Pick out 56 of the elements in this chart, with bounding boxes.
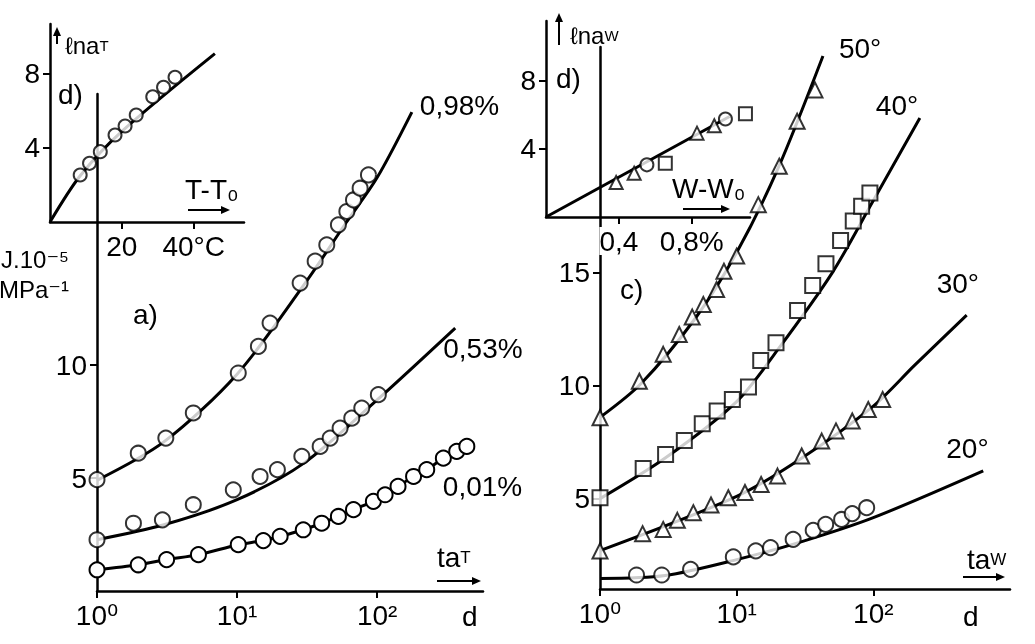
x-tick-label: 40°C xyxy=(162,230,225,262)
annotation: d) xyxy=(556,62,581,94)
series-label: 30° xyxy=(936,267,980,299)
point xyxy=(72,167,88,183)
series-label: 50° xyxy=(838,32,882,64)
x-tick-label: 10⁰ xyxy=(578,597,622,629)
annotation: d) xyxy=(58,78,83,110)
point xyxy=(657,155,673,171)
series-label: 0,98% xyxy=(419,89,500,121)
y-tick-label: 10 xyxy=(558,370,590,402)
y-tick-label: 5 xyxy=(574,483,590,515)
y-tick-label: 4 xyxy=(24,132,40,164)
x-tick-label: 10¹ xyxy=(716,597,757,629)
point xyxy=(706,118,722,134)
point xyxy=(128,107,144,123)
y-tick-label: 8 xyxy=(520,65,536,97)
y-axis-title: J.10⁻⁵ MPa⁻¹ xyxy=(0,245,69,303)
annotation: a) xyxy=(133,298,158,330)
x-axis-title: taW xyxy=(967,543,1007,575)
y-axis-title: ℓnaT xyxy=(65,31,109,59)
x-tick-label: 10² xyxy=(356,599,398,631)
point xyxy=(639,157,655,173)
point xyxy=(626,165,642,181)
point xyxy=(156,79,172,95)
point xyxy=(608,175,624,191)
point xyxy=(82,155,98,171)
x-tick-label: 20 xyxy=(106,230,138,262)
y-tick-label: 5 xyxy=(71,462,87,494)
point xyxy=(107,127,123,143)
y-tick-label: 8 xyxy=(24,58,40,90)
x-tick-label: 0,8% xyxy=(659,225,724,257)
point xyxy=(92,144,108,160)
point xyxy=(737,106,753,122)
point xyxy=(167,69,183,85)
y-tick-label: 10 xyxy=(55,349,87,381)
point xyxy=(117,118,133,134)
annotation: c) xyxy=(620,273,644,305)
y-tick-label: 4 xyxy=(520,133,536,165)
y-axis-title: ℓnaW xyxy=(570,21,620,49)
series-label: 0,01% xyxy=(442,470,523,502)
x-tick-label: 10¹ xyxy=(216,599,258,631)
x-axis-title: T-T₀ xyxy=(185,173,239,205)
series-label: 20° xyxy=(946,433,989,465)
y-tick-label: 15 xyxy=(558,257,590,289)
x-axis-title: W-W₀ xyxy=(672,172,746,204)
text: d xyxy=(462,600,478,632)
x-tick-label: 10² xyxy=(853,597,894,629)
series-label: 0,53% xyxy=(443,332,523,364)
point xyxy=(145,89,161,105)
point xyxy=(717,111,733,127)
x-tick-label: 0,4 xyxy=(599,225,639,257)
point xyxy=(689,125,705,141)
x-axis-title: taT xyxy=(437,541,471,573)
text: d xyxy=(963,600,979,632)
series-label: 40° xyxy=(875,90,919,122)
x-tick-label: 10⁰ xyxy=(75,599,119,631)
